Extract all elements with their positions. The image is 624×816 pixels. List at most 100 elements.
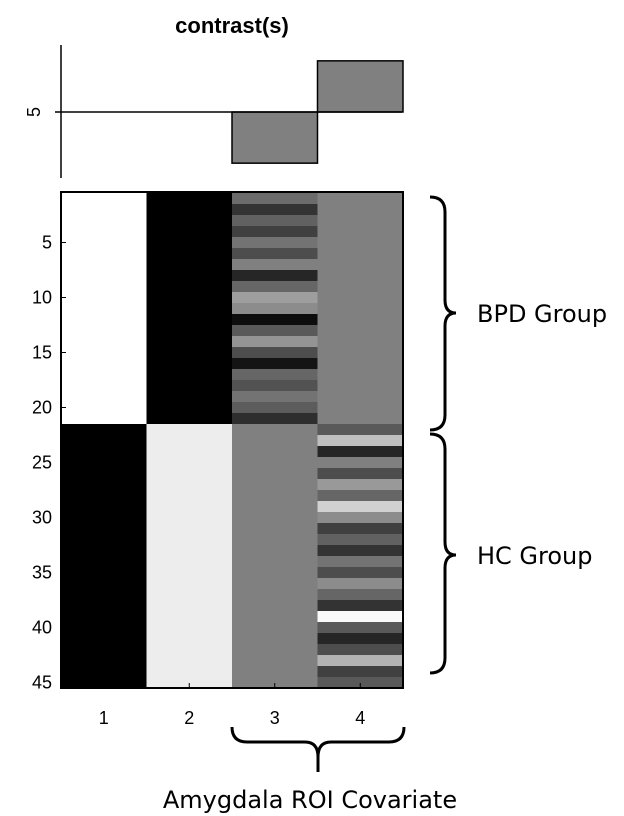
matrix-cell — [232, 193, 319, 205]
matrix-cell — [317, 644, 404, 656]
matrix-cell — [232, 677, 319, 689]
matrix-cell — [232, 512, 319, 524]
matrix-cell — [317, 424, 404, 436]
matrix-cell — [317, 380, 404, 392]
matrix-x-ticks: 1 2 3 4 — [99, 683, 365, 728]
covariate-brace — [230, 726, 406, 758]
matrix-cell — [232, 545, 319, 557]
matrix-cell — [146, 314, 233, 326]
matrix-cell — [61, 534, 148, 546]
matrix-cell — [232, 292, 319, 304]
matrix-cell — [232, 325, 319, 337]
matrix-cell — [61, 611, 148, 623]
matrix-cell — [232, 457, 319, 469]
matrix-cell — [232, 413, 319, 425]
matrix-cell — [317, 369, 404, 381]
matrix-cell — [61, 215, 148, 227]
matrix-cell — [232, 446, 319, 458]
y-tick-label: 30 — [32, 508, 52, 528]
matrix-cell — [61, 578, 148, 590]
matrix-cell — [146, 490, 233, 502]
matrix-cell — [146, 644, 233, 656]
matrix-cell — [146, 468, 233, 480]
matrix-cell — [61, 490, 148, 502]
matrix-cell — [61, 600, 148, 612]
matrix-cell — [317, 446, 404, 458]
matrix-cell — [146, 281, 233, 293]
matrix-cell — [317, 457, 404, 469]
matrix-cell — [61, 347, 148, 359]
matrix-cell — [61, 281, 148, 293]
matrix-cell — [232, 556, 319, 568]
matrix-cell — [317, 303, 404, 315]
matrix-cell — [61, 589, 148, 601]
matrix-cell — [61, 402, 148, 414]
matrix-cell — [317, 347, 404, 359]
matrix-cell — [146, 578, 233, 590]
x-tick-label: 3 — [270, 708, 280, 728]
matrix-cell — [232, 303, 319, 315]
y-tick-label: 25 — [32, 453, 52, 473]
matrix-cell — [61, 457, 148, 469]
matrix-cell — [61, 380, 148, 392]
matrix-cell — [317, 666, 404, 678]
matrix-cell — [317, 611, 404, 623]
matrix-cell — [61, 501, 148, 513]
matrix-cell — [61, 468, 148, 480]
matrix-cell — [232, 611, 319, 623]
matrix-cell — [232, 204, 319, 216]
matrix-cell — [317, 314, 404, 326]
matrix-cell — [61, 666, 148, 678]
y-tick-label: 40 — [32, 618, 52, 638]
matrix-cell — [146, 303, 233, 315]
x-tick-label: 2 — [184, 708, 194, 728]
y-tick-label: 20 — [32, 398, 52, 418]
matrix-cell — [232, 358, 319, 370]
matrix-cell — [317, 336, 404, 348]
matrix-cell — [232, 567, 319, 579]
matrix-cell — [232, 479, 319, 491]
matrix-cell — [317, 677, 404, 689]
matrix-cell — [317, 391, 404, 403]
matrix-cell — [232, 600, 319, 612]
matrix-cell — [317, 292, 404, 304]
matrix-cell — [146, 248, 233, 260]
design-matrix — [61, 193, 404, 689]
y-tick-label: 5 — [42, 233, 52, 253]
y-tick-label: 10 — [32, 288, 52, 308]
matrix-cell — [232, 435, 319, 447]
matrix-cell — [146, 358, 233, 370]
matrix-cell — [146, 270, 233, 282]
matrix-cell — [61, 259, 148, 271]
matrix-cell — [61, 226, 148, 238]
matrix-cell — [61, 248, 148, 260]
matrix-cell — [146, 237, 233, 249]
matrix-cell — [317, 534, 404, 546]
y-tick-label: 35 — [32, 563, 52, 583]
contrast-y-tick-label: 5 — [24, 107, 44, 117]
matrix-cell — [317, 193, 404, 205]
matrix-cell — [61, 523, 148, 535]
hc-group-brace — [429, 432, 457, 675]
matrix-cell — [61, 677, 148, 689]
matrix-cell — [146, 666, 233, 678]
matrix-cell — [146, 589, 233, 601]
matrix-cell — [146, 622, 233, 634]
matrix-cell — [232, 237, 319, 249]
matrix-cell — [61, 270, 148, 282]
matrix-cell — [61, 204, 148, 216]
matrix-cell — [146, 336, 233, 348]
matrix-cell — [61, 358, 148, 370]
matrix-cell — [146, 677, 233, 689]
matrix-cell — [317, 413, 404, 425]
matrix-cell — [232, 468, 319, 480]
matrix-cell — [232, 666, 319, 678]
matrix-cell — [146, 446, 233, 458]
matrix-cell — [61, 237, 148, 249]
matrix-cell — [232, 622, 319, 634]
matrix-cell — [61, 622, 148, 634]
matrix-cell — [61, 292, 148, 304]
matrix-cell — [146, 655, 233, 667]
matrix-cell — [232, 402, 319, 414]
